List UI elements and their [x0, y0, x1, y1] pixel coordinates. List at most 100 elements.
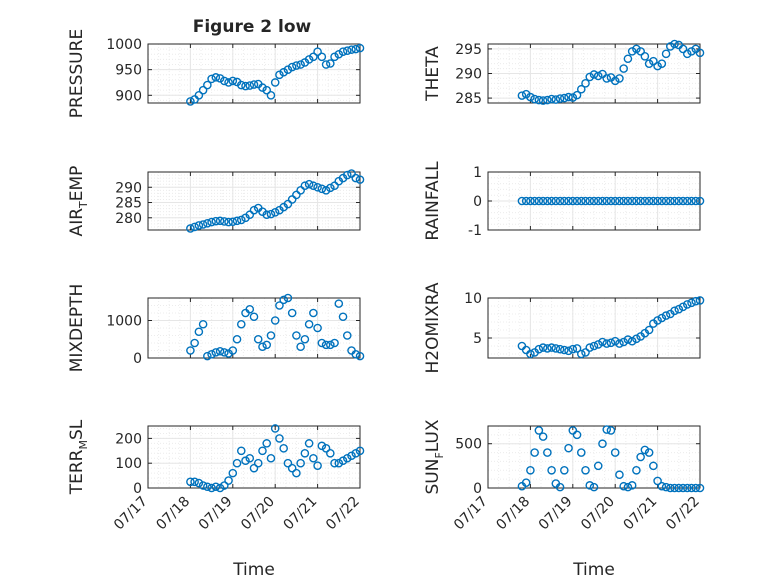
- data-point: [632, 196, 641, 206]
- data-point: [623, 196, 633, 206]
- y-axis-label: SUNFLUX: [423, 419, 446, 494]
- data-point: [224, 476, 233, 485]
- data-point: [589, 482, 599, 492]
- data-point: [355, 446, 365, 456]
- y-tick-label: 285: [455, 91, 482, 107]
- data-point: [644, 196, 654, 206]
- data-point: [661, 311, 671, 320]
- data-point: [691, 296, 701, 306]
- y-tick-label: 200: [115, 431, 142, 447]
- data-point: [215, 74, 225, 83]
- data-point: [666, 42, 675, 51]
- data-point: [347, 169, 356, 178]
- x-tick-label: 07/21: [621, 494, 661, 534]
- x-tick-label: 07/21: [281, 494, 321, 534]
- data-point: [670, 39, 679, 49]
- data-point: [211, 216, 221, 226]
- data-point: [300, 181, 310, 191]
- data-point: [198, 85, 208, 95]
- data-point: [241, 456, 250, 466]
- data-point: [338, 456, 348, 466]
- data-point: [296, 186, 305, 195]
- data-point: [236, 446, 246, 456]
- data-point: [198, 220, 208, 229]
- data-point: [640, 196, 650, 206]
- y-tick-label: 0: [133, 351, 142, 367]
- data-point: [283, 199, 293, 209]
- data-point: [258, 342, 267, 352]
- data-point: [321, 60, 331, 69]
- data-point: [649, 461, 658, 471]
- data-point: [190, 477, 199, 487]
- data-point: [279, 67, 288, 77]
- data-point: [194, 221, 204, 230]
- x-tick-label: 07/17: [111, 494, 151, 534]
- data-point: [287, 463, 297, 473]
- data-point: [309, 52, 318, 62]
- data-point: [334, 49, 344, 59]
- data-point: [304, 439, 314, 448]
- data-point: [538, 432, 548, 441]
- data-point: [236, 215, 246, 225]
- data-point: [543, 196, 552, 206]
- data-point: [232, 334, 242, 344]
- data-point: [598, 69, 607, 79]
- data-point: [564, 196, 573, 206]
- data-point: [623, 482, 633, 492]
- data-point: [568, 426, 578, 435]
- data-point: [674, 196, 684, 206]
- data-point: [543, 95, 552, 105]
- data-point: [355, 43, 365, 53]
- data-point: [560, 465, 569, 475]
- data-point: [585, 72, 595, 82]
- data-point: [555, 344, 565, 354]
- data-point: [270, 207, 280, 217]
- data-point: [640, 445, 650, 455]
- data-point: [275, 301, 284, 310]
- data-point: [334, 299, 344, 308]
- data-point: [347, 45, 356, 54]
- y-axis-label: MIXDEPTH: [67, 284, 87, 373]
- y-tick-label: 900: [115, 88, 142, 104]
- data-point: [232, 458, 242, 468]
- data-point: [666, 196, 675, 206]
- data-point: [606, 426, 616, 435]
- data-point: [568, 93, 578, 102]
- data-point: [232, 216, 242, 226]
- data-point: [678, 483, 688, 493]
- data-point: [283, 458, 293, 468]
- axes-box: [147, 297, 361, 359]
- data-point: [602, 196, 612, 206]
- data-point: [695, 48, 705, 58]
- plot-area: [148, 44, 360, 103]
- data-point: [598, 439, 607, 449]
- data-point: [602, 339, 612, 348]
- data-point: [627, 336, 637, 346]
- data-point: [309, 181, 318, 191]
- data-point: [682, 300, 692, 309]
- data-point: [657, 481, 667, 491]
- data-point: [279, 444, 288, 453]
- data-point: [572, 90, 582, 100]
- data-point: [581, 196, 590, 206]
- data-point: [186, 97, 195, 106]
- data-point: [262, 85, 272, 95]
- data-point: [351, 173, 361, 183]
- data-point: [296, 342, 305, 352]
- data-point: [194, 478, 204, 488]
- data-point: [517, 196, 527, 206]
- data-point: [585, 343, 595, 352]
- data-point: [355, 351, 365, 361]
- y-axis-label: PRESSURE: [67, 29, 87, 118]
- data-point: [330, 181, 339, 191]
- data-point: [275, 434, 284, 443]
- data-point: [564, 443, 573, 453]
- y-tick-label: 290: [455, 67, 482, 83]
- data-point: [207, 483, 216, 493]
- data-point: [245, 453, 255, 463]
- data-point: [215, 483, 225, 493]
- data-point: [615, 470, 624, 480]
- data-point: [186, 224, 195, 233]
- data-point: [568, 196, 578, 206]
